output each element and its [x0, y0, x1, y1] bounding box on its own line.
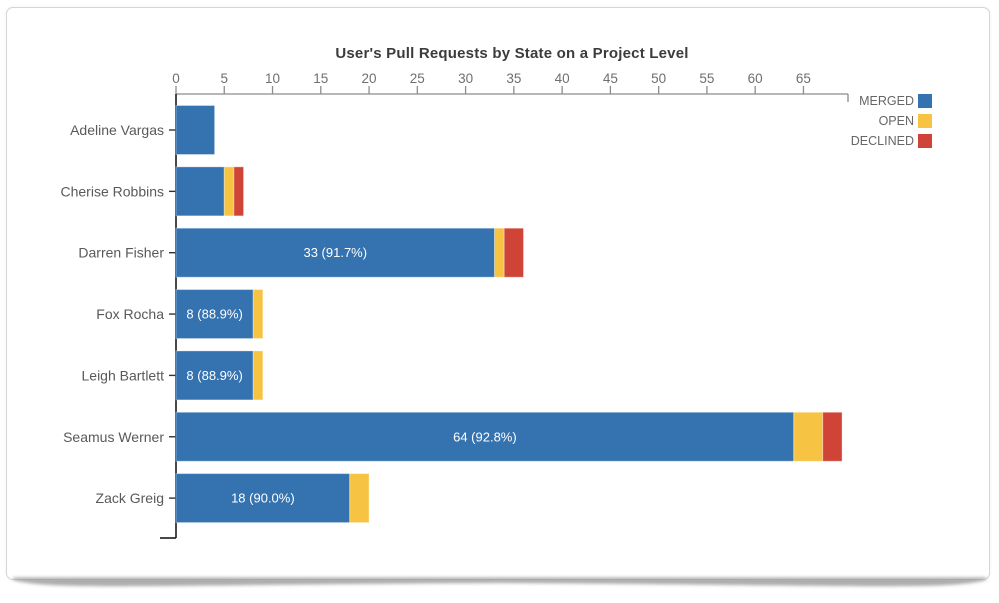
legend-label-declined: DECLINED: [850, 134, 914, 148]
bar-segment-open[interactable]: [252, 350, 264, 401]
legend-item-merged[interactable]: MERGED: [851, 94, 932, 108]
bar-value-label: 8 (88.9%): [186, 307, 242, 322]
bar-segment-declined[interactable]: [503, 227, 525, 278]
legend-swatch-merged: [918, 94, 932, 108]
x-tick-label: 25: [410, 71, 425, 86]
legend-item-declined[interactable]: DECLINED: [851, 134, 932, 148]
y-category-label: Cherise Robbins: [61, 183, 165, 199]
bar-segment-open[interactable]: [793, 411, 824, 462]
bar-chart-plot: 0 5 10 15 20 25 30 35 40 45 50 55 60 65 Adeline Vargas…: [61, 71, 849, 539]
curl-shadow-path: [13, 577, 986, 587]
legend-item-open[interactable]: OPEN: [851, 114, 932, 128]
bar-value-label: 64 (92.8%): [453, 429, 517, 444]
bar-segment-merged[interactable]: [175, 411, 795, 462]
x-tick-label: 15: [313, 71, 328, 86]
x-tick-label: 55: [699, 71, 714, 86]
y-category-label: Zack Greig: [96, 490, 164, 506]
legend-label-open: OPEN: [878, 114, 914, 128]
bar-segment-declined[interactable]: [233, 166, 245, 217]
y-category-label: Fox Rocha: [96, 306, 164, 322]
x-tick-label: 20: [362, 71, 377, 86]
bar-segment-merged[interactable]: [175, 289, 254, 340]
x-tick-label: 30: [458, 71, 473, 86]
bar-segment-declined[interactable]: [822, 411, 843, 462]
y-category-label: Adeline Vargas: [70, 122, 164, 138]
x-tick-label: 45: [603, 71, 618, 86]
bar-segment-open[interactable]: [252, 289, 264, 340]
y-category-label: Leigh Bartlett: [82, 367, 165, 383]
bar-segment-open[interactable]: [349, 473, 370, 524]
bar-segment-merged[interactable]: [175, 227, 496, 278]
x-tick-label: 35: [506, 71, 521, 86]
y-category-label: Darren Fisher: [78, 245, 164, 261]
bar-segment-merged[interactable]: [175, 473, 351, 524]
bar-segment-open[interactable]: [223, 166, 235, 217]
x-tick-label: 10: [265, 71, 280, 86]
bar-segment-merged[interactable]: [175, 166, 225, 217]
x-tick-label: 50: [651, 71, 666, 86]
x-tick-label: 5: [221, 71, 229, 86]
y-category-label: Seamus Werner: [63, 429, 164, 445]
legend: MERGED OPEN DECLINED: [851, 94, 932, 148]
x-tick-label: 60: [748, 71, 763, 86]
legend-swatch-declined: [918, 134, 932, 148]
chart-card: User's Pull Requests by State on a Proje…: [6, 7, 990, 580]
bar-segment-open[interactable]: [494, 227, 505, 278]
x-tick-label: 40: [555, 71, 570, 86]
bar-segment-merged[interactable]: [175, 105, 216, 155]
card-bottom-shadow: [13, 577, 986, 587]
legend-label-merged: MERGED: [859, 94, 914, 108]
x-tick-label: 65: [796, 71, 811, 86]
bar-value-label: 18 (90.0%): [231, 491, 295, 506]
legend-swatch-open: [918, 114, 932, 128]
chart-title: User's Pull Requests by State on a Proje…: [335, 45, 689, 62]
bar-value-label: 33 (91.7%): [303, 245, 367, 260]
bar-value-label: 8 (88.9%): [186, 368, 242, 383]
x-tick-label: 0: [172, 71, 180, 86]
bar-segment-merged[interactable]: [175, 350, 254, 401]
